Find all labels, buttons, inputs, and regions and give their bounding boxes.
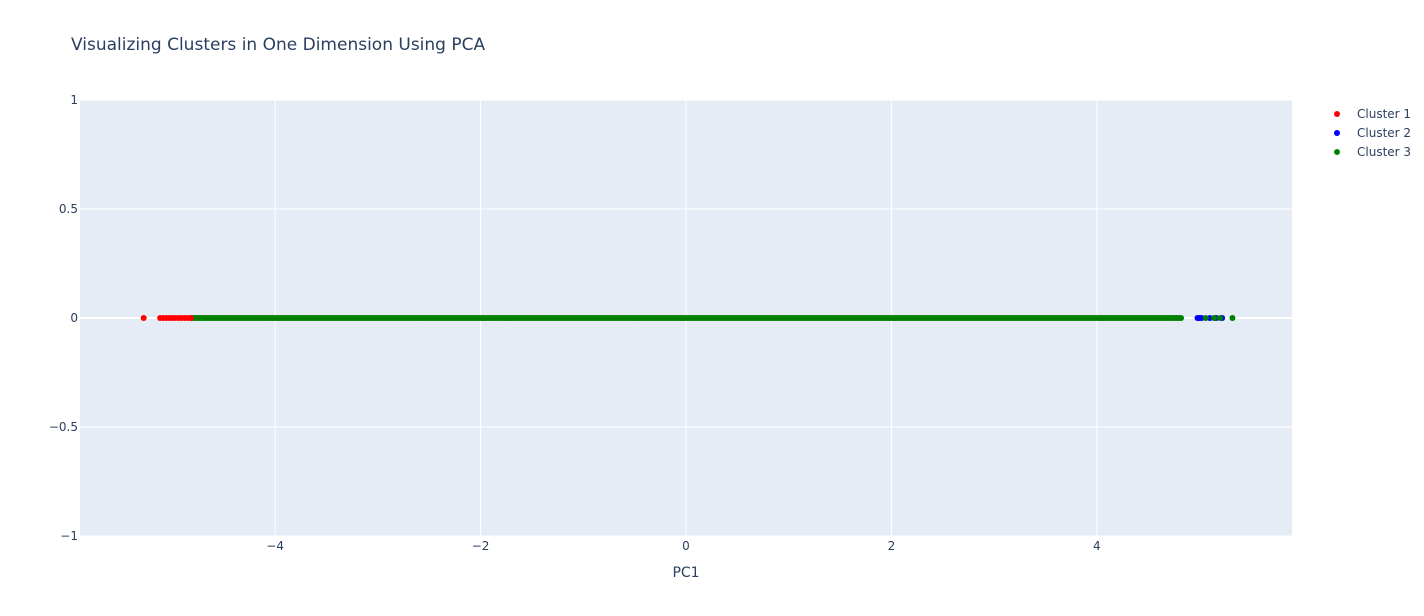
data-points xyxy=(140,315,1236,321)
legend-item[interactable]: Cluster 2 xyxy=(1334,126,1411,140)
x-axis-ticks: −4 −2 0 2 4 xyxy=(266,539,1100,553)
legend-marker xyxy=(1334,111,1340,117)
data-point xyxy=(1210,315,1217,321)
data-point xyxy=(1198,315,1205,321)
legend-marker xyxy=(1334,130,1340,136)
data-point xyxy=(1202,315,1209,321)
x-tick-label: 4 xyxy=(1093,539,1101,553)
legend-label: Cluster 1 xyxy=(1357,107,1411,121)
legend-label: Cluster 3 xyxy=(1357,145,1411,159)
x-tick-label: 2 xyxy=(888,539,896,553)
legend-item[interactable]: Cluster 3 xyxy=(1334,145,1411,159)
x-tick-label: −4 xyxy=(266,539,284,553)
y-tick-label: 1 xyxy=(70,93,78,107)
legend-label: Cluster 2 xyxy=(1357,126,1411,140)
data-point xyxy=(1206,315,1213,321)
x-tick-label: 0 xyxy=(682,539,690,553)
legend[interactable]: Cluster 1 Cluster 2 Cluster 3 xyxy=(1334,107,1411,159)
legend-item[interactable]: Cluster 1 xyxy=(1334,107,1411,121)
chart-title: Visualizing Clusters in One Dimension Us… xyxy=(71,35,485,55)
data-point xyxy=(1178,315,1185,321)
data-point xyxy=(187,315,194,321)
y-axis-ticks: 1 0.5 0 −0.5 −1 xyxy=(49,93,78,543)
y-tick-label: −0.5 xyxy=(49,420,78,434)
x-tick-label: −2 xyxy=(472,539,490,553)
data-point xyxy=(1229,315,1236,321)
y-tick-label: 0 xyxy=(70,311,78,325)
y-tick-label: −1 xyxy=(60,529,78,543)
x-axis-title: PC1 xyxy=(672,565,699,581)
data-point xyxy=(140,315,147,321)
legend-marker xyxy=(1334,149,1340,155)
y-tick-label: 0.5 xyxy=(59,202,78,216)
data-point xyxy=(1217,315,1224,321)
